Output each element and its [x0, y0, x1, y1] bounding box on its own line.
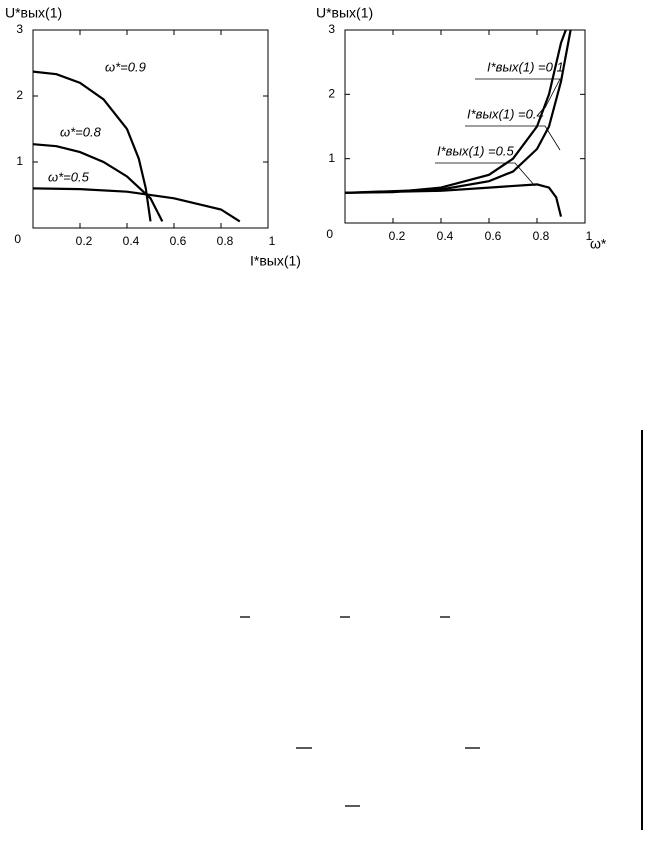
- x-axis-label: I*вых(1): [250, 253, 301, 269]
- plot-frame: [32, 29, 269, 229]
- curve-label: ω*=0.8: [60, 124, 102, 139]
- curve-label: I*вых(1) =0.1: [487, 59, 564, 74]
- y-tick-label: 2: [16, 88, 23, 102]
- plot-frame: [344, 29, 586, 224]
- y-axis-label: U*вых(1): [5, 5, 62, 21]
- y-tick-label: 2: [328, 87, 335, 101]
- x-tick-label: 1: [269, 234, 276, 248]
- curve-label: ω*=0.5: [48, 169, 90, 184]
- x-tick-label: 0.8: [217, 234, 234, 248]
- curve-label: I*вых(1) =0.5: [437, 143, 514, 158]
- curve: [344, 29, 572, 194]
- x-tick-label: 0.4: [123, 234, 140, 248]
- stray-marks: [240, 430, 643, 830]
- y-tick-label: 3: [328, 22, 335, 36]
- leader-line: [465, 125, 561, 151]
- x-tick-label: 0.2: [76, 234, 93, 248]
- x-tick-label: 1: [586, 229, 593, 243]
- y-axis-label: U*вых(1): [316, 5, 373, 21]
- leader-line: [435, 162, 536, 187]
- curve: [344, 183, 563, 217]
- x-tick-label: 0.6: [485, 229, 502, 243]
- curve: [32, 187, 241, 223]
- x-tick-label: 0.2: [389, 229, 406, 243]
- x-tick-label: 0.6: [170, 234, 187, 248]
- chart: 0 1 2 3 0.2 0.4 0.6 0.8 1 U*вых(1) I*вых(1) ω*=0.9 ω…: [5, 5, 301, 269]
- y-tick-label: 1: [16, 154, 23, 168]
- x-axis-label: ω*: [590, 236, 607, 252]
- chart: 0 1 2 3 0.2 0.4 0.6 0.8 1 U*вых(1) ω* I*вых(1) =0.1…: [316, 5, 607, 252]
- y-tick-label: 0: [326, 227, 333, 241]
- y-tick-label: 1: [328, 151, 335, 165]
- curve: [32, 143, 164, 222]
- curve: [32, 70, 152, 222]
- x-tick-label: 0.4: [437, 229, 454, 243]
- curve-label: ω*=0.9: [105, 59, 146, 74]
- y-tick-label: 0: [14, 232, 21, 246]
- curve-label: I*вых(1) =0.4: [467, 106, 544, 121]
- x-tick-label: 0.8: [533, 229, 550, 243]
- y-tick-label: 3: [16, 22, 23, 36]
- leader-line: [475, 78, 561, 109]
